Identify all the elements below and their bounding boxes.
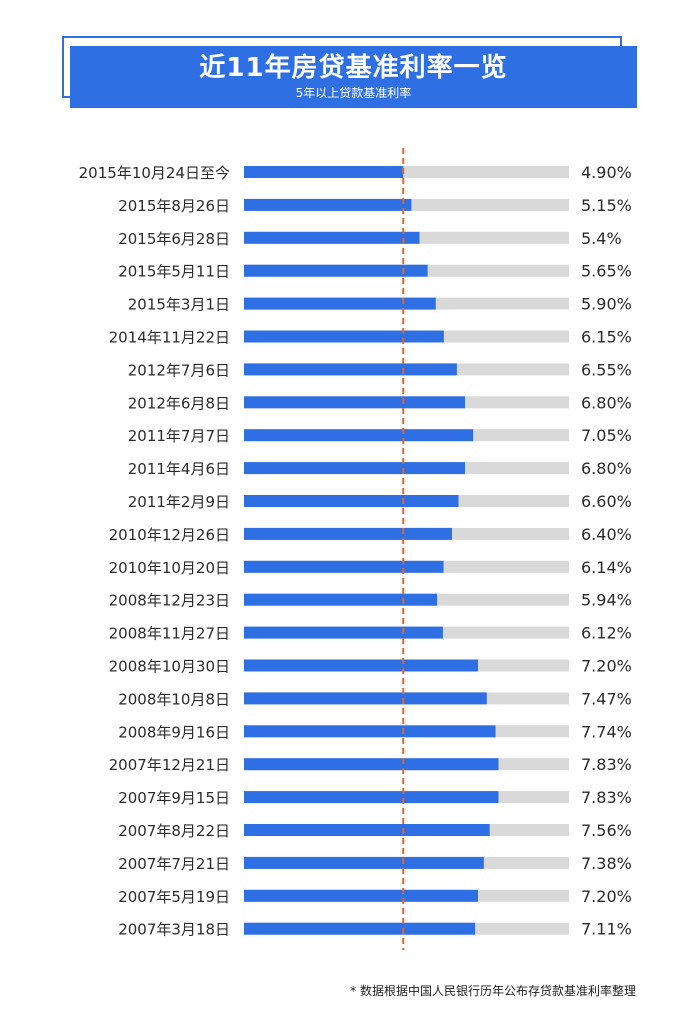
date-label: 2007年9月15日 [118,789,230,807]
rate-value-label: 7.47% [581,689,632,708]
rate-value-label: 7.05% [581,426,632,445]
rate-value-label: 5.4% [581,229,622,248]
date-label: 2015年10月24日至今 [79,164,230,182]
rate-bar [244,166,404,178]
date-label: 2007年7月21日 [118,855,230,873]
date-label: 2007年5月19日 [118,888,230,906]
rate-bar [244,692,487,705]
rate-bar [244,396,465,409]
rate-value-label: 6.80% [581,459,632,478]
rate-value-label: 5.94% [581,591,632,610]
rate-bar [244,297,436,310]
rate-bar [244,560,444,573]
date-label: 2008年11月27日 [109,625,230,643]
rate-value-label: 7.20% [581,657,632,676]
chart-subtitle: 5年以上贷款基准利率 [295,86,412,100]
date-label: 2007年12月21日 [109,756,230,774]
rate-value-label: 6.12% [581,624,632,643]
rate-bar [244,659,478,672]
rate-value-label: 7.38% [581,854,632,873]
header-banner: 近11年房贷基准利率一览 5年以上贷款基准利率 [70,46,637,108]
rate-value-label: 5.65% [581,262,632,281]
rate-bar [244,495,459,507]
rate-bar [244,198,412,211]
date-label: 2008年10月8日 [118,690,230,708]
rate-value-label: 7.83% [581,755,632,774]
rate-value-label: 7.20% [581,887,632,906]
date-label: 2011年2月9日 [128,493,230,511]
rate-value-label: 4.90% [581,163,632,182]
date-label: 2015年6月28日 [118,230,230,248]
rate-value-label: 5.15% [581,196,632,215]
rate-bar [244,824,490,836]
rate-value-label: 6.15% [581,328,632,347]
rate-value-label: 6.80% [581,393,632,412]
rate-value-label: 5.90% [581,295,632,314]
date-label: 2007年3月18日 [118,921,230,939]
rate-bar [244,922,476,935]
rate-bar [244,889,478,902]
rate-bar [244,462,465,475]
date-label: 2015年3月1日 [128,296,230,314]
date-label: 2012年6月8日 [128,394,230,412]
rate-value-label: 7.11% [581,920,632,939]
rate-bar [244,231,420,244]
date-label: 2010年10月20日 [109,559,230,577]
date-label: 2008年12月23日 [109,592,230,610]
date-label: 2012年7月6日 [128,361,230,379]
rate-bar [244,264,428,277]
rate-bar [244,527,452,540]
date-label: 2011年4月6日 [128,460,230,478]
rate-bar [244,626,443,639]
source-footnote: * 数据根据中国人民银行历年公布存贷款基准利率整理 [350,984,636,998]
rate-bar [244,363,457,376]
rate-value-label: 7.56% [581,821,632,840]
rate-value-label: 6.14% [581,558,632,577]
rate-bar [244,758,499,771]
date-label: 2015年8月26日 [118,197,230,215]
rate-bar [244,725,496,738]
date-label: 2010年12月26日 [109,526,230,544]
rate-value-label: 6.55% [581,360,632,379]
rate-bar [244,330,444,343]
date-label: 2008年9月16日 [118,723,230,741]
date-label: 2007年8月22日 [118,822,230,840]
rate-value-label: 6.60% [581,492,632,511]
date-label: 2015年5月11日 [118,263,230,281]
rate-value-label: 7.83% [581,788,632,807]
chart-title: 近11年房贷基准利率一览 [199,53,508,83]
rate-bar [244,856,484,869]
date-label: 2008年10月30日 [109,658,230,676]
rate-value-label: 6.40% [581,525,632,544]
rate-bar [244,593,438,606]
rate-bar [244,791,499,804]
date-label: 2011年7月7日 [128,427,230,445]
date-label: 2014年11月22日 [109,329,230,347]
rate-bar [244,429,474,442]
rate-value-label: 7.74% [581,722,632,741]
